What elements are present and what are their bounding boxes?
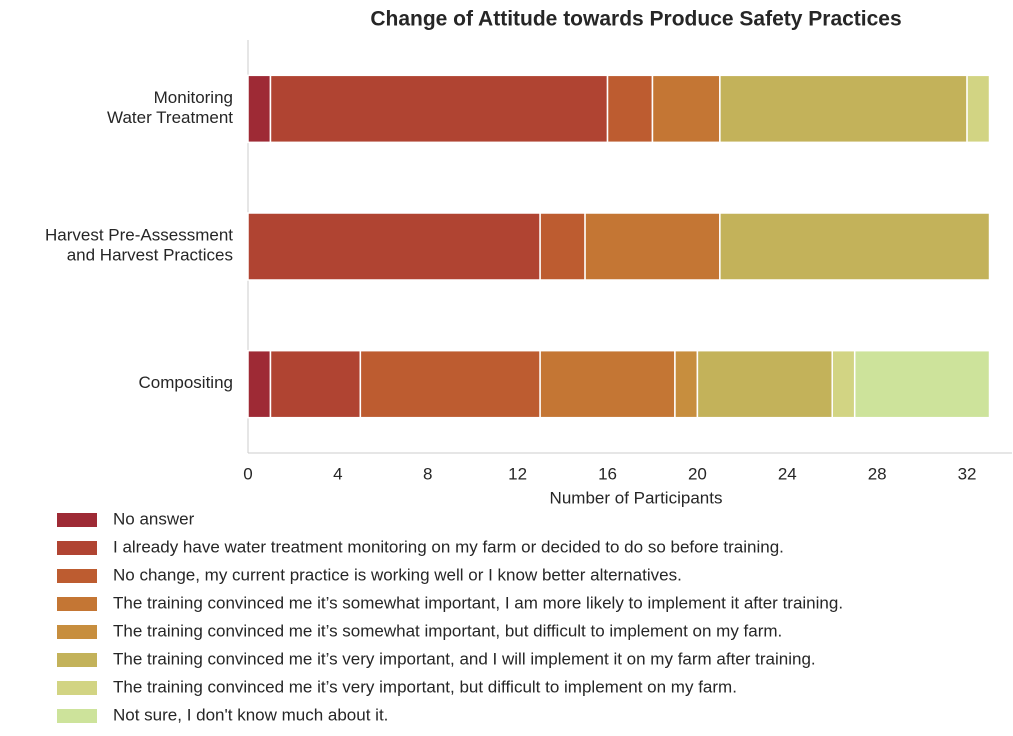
bar-segment — [696, 349, 833, 419]
bar-segment — [831, 349, 856, 419]
x-tick-label: 4 — [333, 464, 342, 483]
chart-title: Change of Attitude towards Produce Safet… — [370, 8, 901, 31]
legend-swatch — [57, 709, 97, 723]
legend-label: The training convinced me it’s somewhat … — [113, 621, 782, 640]
legend-swatch — [57, 597, 97, 611]
legend-label: The training convinced me it’s somewhat … — [113, 593, 843, 612]
legend-swatch — [57, 681, 97, 695]
bar-segment — [539, 212, 586, 281]
y-tick-label: Compositing — [139, 374, 234, 393]
legend-label: No change, my current practice is workin… — [113, 565, 682, 584]
bar-segment — [853, 349, 991, 419]
bar-segment — [269, 349, 362, 419]
legend-label: The training convinced me it’s very impo… — [113, 677, 737, 696]
x-tick-label: 0 — [243, 464, 252, 483]
bar-segment — [247, 349, 272, 419]
bar-segment — [359, 349, 541, 419]
x-tick-label: 16 — [598, 464, 617, 483]
legend-label: The training convinced me it’s very impo… — [113, 649, 816, 668]
y-tick-label: Harvest Pre-Assessment and Harvest Practi… — [45, 226, 233, 265]
bar-segment — [651, 74, 721, 144]
legend-swatch — [57, 653, 97, 667]
x-tick-label: 12 — [508, 464, 527, 483]
legend-swatch — [57, 625, 97, 639]
bar-segment — [966, 74, 991, 144]
bar-segment — [247, 212, 541, 281]
bar-segment — [719, 74, 968, 144]
legend-swatch — [57, 513, 97, 527]
bar-segment — [247, 74, 272, 144]
bar-segment — [539, 349, 676, 419]
bar-segment — [269, 74, 609, 144]
bar-segment — [719, 212, 991, 281]
bar-segment — [674, 349, 699, 419]
y-tick-label: Monitoring Water Treatment — [107, 88, 233, 127]
x-tick-label: 28 — [868, 464, 887, 483]
x-tick-label: 8 — [423, 464, 432, 483]
x-tick-label: 32 — [958, 464, 977, 483]
x-tick-label: 24 — [778, 464, 797, 483]
legend-label: Not sure, I don't know much about it. — [113, 705, 388, 724]
x-axis-label: Number of Participants — [550, 488, 723, 507]
legend-label: No answer — [113, 509, 195, 528]
legend-swatch — [57, 569, 97, 583]
legend-label: I already have water treatment monitorin… — [113, 537, 784, 556]
legend-swatch — [57, 541, 97, 555]
bar-segment — [606, 74, 654, 144]
bar-segment — [584, 212, 721, 281]
x-tick-label: 20 — [688, 464, 707, 483]
